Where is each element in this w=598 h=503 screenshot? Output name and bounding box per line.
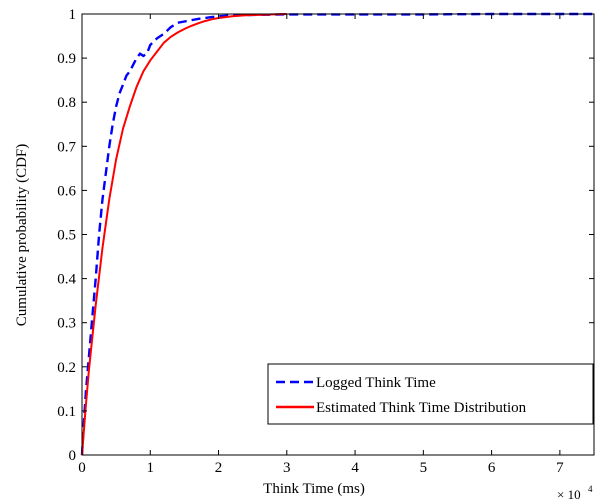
y-tick-label: 0.9 [57, 51, 76, 67]
legend-label-2: Estimated Think Time Distribution [316, 400, 527, 416]
y-tick-label: 1 [69, 7, 77, 23]
x-tick-label: 1 [147, 460, 155, 476]
y-tick-label: 0.2 [57, 360, 76, 376]
x-axis-label: Think Time (ms) [263, 481, 365, 497]
x-tick-label: 6 [488, 460, 496, 476]
x-tick-label: 2 [215, 460, 223, 476]
y-tick-label: 0.6 [57, 183, 76, 199]
legend: Logged Think Time Estimated Think Time Di… [267, 363, 594, 425]
x-tick-label: 4 [351, 460, 359, 476]
x-exponent-label: × 10 4 [557, 484, 593, 502]
y-tick-label: 0.4 [57, 272, 76, 288]
series-layer [80, 12, 594, 456]
y-tick-label: 0.1 [57, 404, 76, 420]
y-tick-label: 0 [69, 448, 77, 464]
axes-layer: 0 1 2 3 4 5 6 7 0 0.1 0.2 0.3 0.4 0.5 0.6 0.7 0.8 0.9 1 [57, 7, 595, 476]
legend-label-1: Logged Think Time [316, 375, 436, 391]
x-tick-label: 3 [283, 460, 291, 476]
legend-box [267, 363, 594, 425]
x-exponent-base: × 10 [557, 487, 581, 502]
y-tick-label: 0.5 [57, 228, 76, 244]
y-tick-label: 0.8 [57, 95, 76, 111]
x-tick-label: 5 [420, 460, 428, 476]
y-axis-label: Cumulative probability (CDF) [14, 144, 30, 326]
y-tick-label: 0.3 [57, 316, 76, 332]
x-exponent-power: 4 [588, 484, 593, 494]
series-line-2 [81, 13, 287, 456]
y-tick-label: 0.7 [57, 139, 76, 155]
x-tick-label: 7 [556, 460, 564, 476]
x-tick-label: 0 [78, 460, 86, 476]
